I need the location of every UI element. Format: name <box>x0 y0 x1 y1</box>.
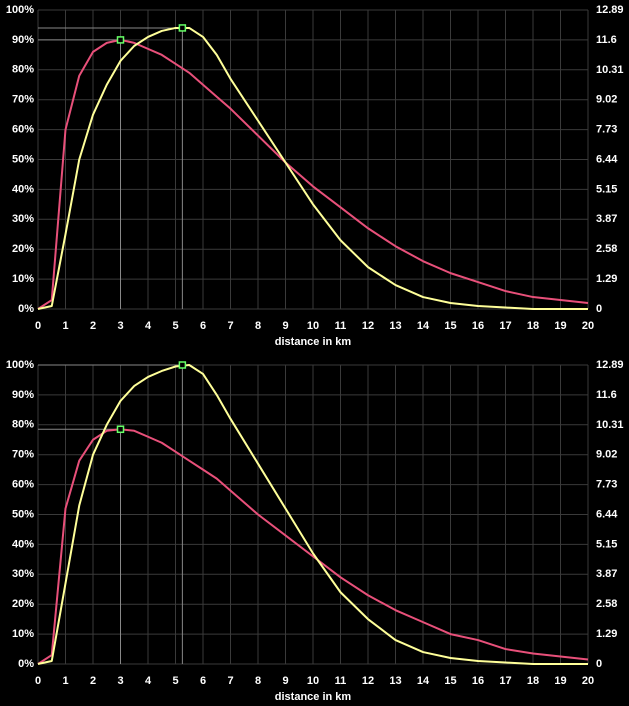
peak-marker <box>178 361 187 369</box>
y-tick-label: 0% <box>18 658 34 670</box>
y2-tick-label: 11.6 <box>596 34 617 46</box>
y-tick-label: 90% <box>12 34 34 46</box>
y-tick-label: 50% <box>12 508 34 520</box>
x-tick-label: 9 <box>282 320 288 332</box>
y2-tick-label: 12.89 <box>596 4 624 16</box>
y2-tick-label: 6.44 <box>596 509 618 521</box>
x-tick-label: 5 <box>172 675 178 687</box>
y-tick-label: 0% <box>18 303 34 315</box>
y-tick-label: 20% <box>12 598 34 610</box>
x-tick-label: 20 <box>582 320 594 332</box>
x-tick-label: 11 <box>335 320 347 332</box>
x-tick-label: 19 <box>554 675 566 687</box>
x-tick-label: 2 <box>90 675 96 687</box>
x-tick-label: 6 <box>200 675 206 687</box>
y2-tick-label: 1.29 <box>596 273 617 285</box>
y-tick-label: 80% <box>12 419 34 431</box>
x-tick-label: 5 <box>172 320 178 332</box>
y-tick-label: 80% <box>12 64 34 76</box>
y-tick-label: 10% <box>12 628 34 640</box>
x-tick-label: 15 <box>444 320 456 332</box>
y-tick-label: 10% <box>12 273 34 285</box>
y2-tick-label: 9.02 <box>596 94 617 106</box>
x-tick-label: 19 <box>554 320 566 332</box>
series-line <box>37 364 588 665</box>
y-tick-label: 70% <box>12 94 34 106</box>
x-tick-label: 20 <box>582 675 594 687</box>
x-tick-label: 18 <box>527 675 539 687</box>
series-line <box>37 26 588 310</box>
x-tick-label: 17 <box>499 320 511 332</box>
y2-tick-label: 7.73 <box>596 479 617 491</box>
x-tick-label: 10 <box>307 320 319 332</box>
y-tick-label: 20% <box>12 243 34 255</box>
x-tick-label: 18 <box>527 320 539 332</box>
y-tick-label: 40% <box>12 183 34 195</box>
y2-tick-label: 2.58 <box>596 243 617 255</box>
peak-marker <box>116 425 125 434</box>
x-tick-label: 12 <box>362 675 374 687</box>
x-tick-label: 8 <box>255 320 261 332</box>
x-tick-label: 7 <box>227 320 233 332</box>
y2-tick-label: 5.15 <box>596 538 617 550</box>
y-tick-label: 100% <box>6 359 34 371</box>
y-tick-label: 30% <box>12 213 34 225</box>
y2-tick-label: 3.87 <box>596 213 617 225</box>
x-tick-label: 4 <box>145 675 152 687</box>
x-tick-label: 14 <box>417 675 430 687</box>
x-tick-label: 12 <box>362 320 374 332</box>
y-tick-label: 90% <box>12 389 34 401</box>
x-axis-label: distance in km <box>275 336 352 348</box>
y2-tick-label: 0 <box>596 658 602 670</box>
x-tick-label: 3 <box>117 675 123 687</box>
x-tick-label: 2 <box>90 320 96 332</box>
x-tick-label: 1 <box>62 320 68 332</box>
y2-tick-label: 10.31 <box>596 419 624 431</box>
y2-tick-label: 7.73 <box>596 124 617 136</box>
x-axis-label: distance in km <box>275 691 352 703</box>
x-tick-label: 15 <box>444 675 456 687</box>
y-tick-label: 60% <box>12 124 34 136</box>
y2-tick-label: 10.31 <box>596 64 624 76</box>
y-tick-label: 70% <box>12 449 34 461</box>
peak-marker <box>178 24 187 32</box>
x-tick-label: 0 <box>35 320 41 332</box>
y2-tick-label: 1.29 <box>596 628 617 640</box>
y2-tick-label: 0 <box>596 303 602 315</box>
y2-tick-label: 5.15 <box>596 183 617 195</box>
x-tick-label: 13 <box>389 320 401 332</box>
x-tick-label: 7 <box>227 675 233 687</box>
peak-marker <box>116 36 125 44</box>
y2-tick-label: 6.44 <box>596 154 618 166</box>
x-tick-label: 4 <box>145 320 152 332</box>
x-tick-label: 16 <box>472 675 484 687</box>
y2-tick-label: 9.02 <box>596 449 617 461</box>
series-line <box>37 428 589 665</box>
y-tick-label: 60% <box>12 479 34 491</box>
x-tick-label: 6 <box>200 320 206 332</box>
x-tick-label: 14 <box>417 320 430 332</box>
x-tick-label: 10 <box>307 675 319 687</box>
y-tick-label: 100% <box>6 4 34 16</box>
x-tick-label: 0 <box>35 675 41 687</box>
y2-tick-label: 3.87 <box>596 568 617 580</box>
x-tick-label: 8 <box>255 675 261 687</box>
x-tick-label: 9 <box>282 675 288 687</box>
y-tick-label: 50% <box>12 153 34 165</box>
y-tick-label: 40% <box>12 538 34 550</box>
y2-tick-label: 11.6 <box>596 389 617 401</box>
x-tick-label: 13 <box>389 675 401 687</box>
series-line <box>37 38 589 310</box>
x-tick-label: 16 <box>472 320 484 332</box>
x-tick-label: 3 <box>117 320 123 332</box>
x-tick-label: 1 <box>62 675 68 687</box>
x-tick-label: 17 <box>499 675 511 687</box>
y2-tick-label: 2.58 <box>596 598 617 610</box>
y-tick-label: 30% <box>12 568 34 580</box>
x-tick-label: 11 <box>335 675 347 687</box>
y2-tick-label: 12.89 <box>596 359 624 371</box>
